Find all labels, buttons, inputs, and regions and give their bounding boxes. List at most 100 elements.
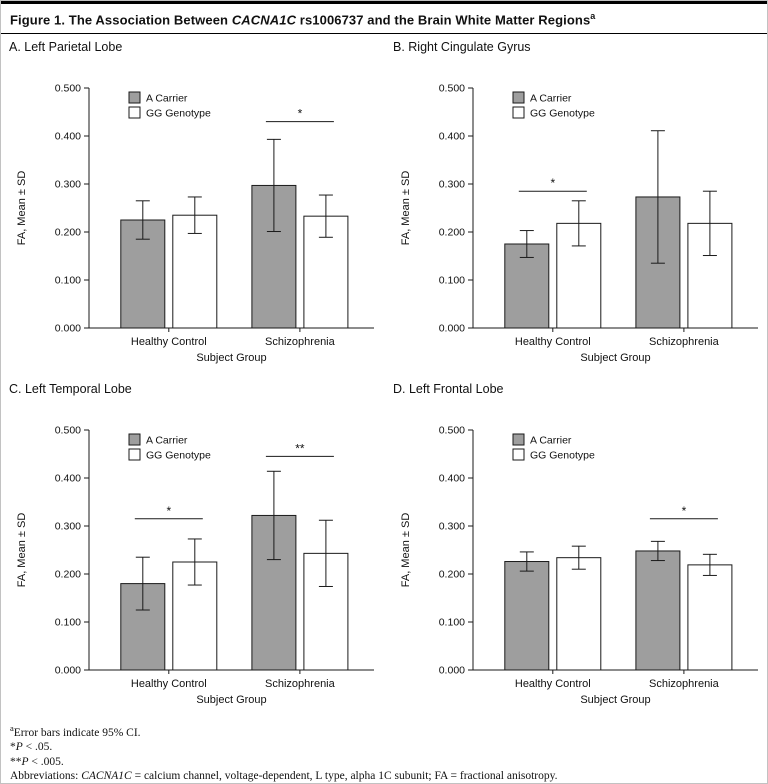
error-bar: [519, 551, 534, 572]
footnote-p005: **P < .005.: [10, 755, 758, 769]
error-bar: [702, 554, 717, 577]
footnote-p005-p: P: [21, 755, 29, 768]
x-axis-title: Subject Group: [580, 694, 650, 706]
figure-title-superscript: a: [590, 11, 596, 21]
x-category-label: Healthy Control: [131, 678, 207, 690]
figure-title: Figure 1. The Association Between CACNA1…: [1, 1, 767, 35]
y-axis-title: FA, Mean ± SD: [400, 513, 412, 588]
y-tick-label: 0.300: [439, 179, 465, 191]
footnote-ci-superscript: a: [10, 723, 14, 734]
y-tick-label: 0.100: [55, 617, 81, 629]
error-bar: [650, 541, 665, 562]
legend-swatch: [512, 91, 525, 104]
x-category-label: Schizophrenia: [265, 336, 336, 348]
legend-label: A Carrier: [530, 93, 572, 105]
panel-title-c: C. Left Temporal Lobe: [9, 382, 132, 397]
figure-title-gene: CACNA1C: [231, 12, 297, 28]
bar-chart-left-temporal: 0.000 0.100 0.200 0.300 0.400 0.500 * ** Healthy…: [9, 400, 385, 716]
error-bar: [187, 538, 202, 586]
legend-label: A Carrier: [146, 435, 188, 447]
y-tick-label: 0.500: [55, 83, 81, 95]
legend-swatch: [128, 448, 141, 461]
legend-swatch: [512, 106, 525, 119]
bar: [687, 564, 733, 671]
legend-label: A Carrier: [530, 435, 572, 447]
significance-label: *: [550, 177, 555, 191]
footnote-abbreviations: Abbreviations: CACNA1C = calcium channel…: [10, 769, 758, 783]
footnote-abbr-label: Abbreviations:: [10, 769, 82, 782]
footnote-ci-text: Error bars indicate 95% CI.: [13, 727, 141, 740]
legend-label: GG Genotype: [530, 108, 595, 120]
panel-title-d: D. Left Frontal Lobe: [393, 382, 504, 397]
footnote-p005-star: **: [10, 755, 22, 768]
x-category-label: Schizophrenia: [649, 678, 720, 690]
legend-label: GG Genotype: [146, 450, 211, 462]
legend-swatch: [128, 91, 141, 104]
error-bar: [318, 194, 333, 239]
error-bar: [266, 471, 281, 561]
significance-label: *: [682, 504, 687, 518]
y-tick-label: 0.000: [439, 323, 465, 335]
y-tick-label: 0.200: [439, 569, 465, 581]
panel-title-b: B. Right Cingulate Gyrus: [393, 40, 531, 55]
bar-chart-right-cingulate: 0.000 0.100 0.200 0.300 0.400 0.500 * Healthy C…: [393, 58, 767, 374]
y-axis-title: FA, Mean ± SD: [16, 513, 28, 588]
error-bar: [135, 200, 150, 241]
error-bar: [187, 196, 202, 235]
error-bar: [650, 130, 665, 265]
y-tick-label: 0.100: [439, 275, 465, 287]
bar: [556, 557, 602, 671]
x-category-label: Schizophrenia: [649, 336, 720, 348]
bar: [504, 561, 550, 671]
figure-title-prefix: Figure 1. The Association Between: [10, 12, 232, 28]
significance-label: *: [298, 107, 303, 121]
significance-label: *: [166, 504, 171, 518]
legend-label: GG Genotype: [146, 108, 211, 120]
y-axis-title: FA, Mean ± SD: [16, 171, 28, 246]
error-bar: [571, 545, 586, 571]
y-tick-label: 0.300: [439, 521, 465, 533]
y-tick-label: 0.500: [55, 425, 81, 437]
legend-swatch: [512, 433, 525, 446]
y-axis-title: FA, Mean ± SD: [400, 171, 412, 246]
y-tick-label: 0.400: [55, 473, 81, 485]
y-tick-label: 0.500: [439, 83, 465, 95]
y-tick-label: 0.400: [55, 131, 81, 143]
x-category-label: Healthy Control: [131, 336, 207, 348]
footnotes: aError bars indicate 95% CI. *P < .05. *…: [1, 718, 767, 783]
chart-panel-right-cingulate: B. Right Cingulate Gyrus 0.000 0.100 0.200…: [385, 34, 767, 376]
legend-swatch: [128, 106, 141, 119]
bar: [251, 185, 297, 329]
bar: [635, 550, 681, 671]
charts-grid: A. Left Parietal Lobe 0.000 0.100 0.200 0.3…: [1, 34, 767, 718]
legend-label: A Carrier: [146, 93, 188, 105]
error-bar: [519, 230, 534, 259]
footnote-p005-rest: < .005.: [28, 755, 64, 768]
figure-title-suffix: rs1006737 and the Brain White Matter Reg…: [296, 12, 591, 28]
error-bar: [266, 139, 281, 233]
footnote-abbr-gene: CACNA1C: [81, 769, 132, 782]
bar-chart-left-parietal: 0.000 0.100 0.200 0.300 0.400 0.500 * Healthy C…: [9, 58, 385, 374]
y-tick-label: 0.200: [55, 569, 81, 581]
chart-panel-left-temporal: C. Left Temporal Lobe 0.000 0.100 0.200 0.3…: [1, 376, 385, 718]
x-category-label: Schizophrenia: [265, 678, 336, 690]
y-tick-label: 0.500: [439, 425, 465, 437]
footnote-abbr-rest: = calcium channel, voltage-dependent, L …: [131, 769, 558, 782]
x-axis-title: Subject Group: [196, 694, 266, 706]
y-tick-label: 0.000: [55, 323, 81, 335]
y-tick-label: 0.400: [439, 473, 465, 485]
y-tick-label: 0.300: [55, 179, 81, 191]
x-axis-title: Subject Group: [196, 352, 266, 364]
panel-title-a: A. Left Parietal Lobe: [9, 40, 123, 55]
y-tick-label: 0.200: [55, 227, 81, 239]
y-tick-label: 0.100: [439, 617, 465, 629]
x-category-label: Healthy Control: [515, 678, 591, 690]
footnote-ci: aError bars indicate 95% CI.: [10, 723, 758, 740]
error-bar: [318, 520, 333, 588]
x-axis-title: Subject Group: [580, 352, 650, 364]
legend-swatch: [128, 433, 141, 446]
legend-label: GG Genotype: [530, 450, 595, 462]
footnote-p05-star: *: [10, 741, 16, 754]
y-tick-label: 0.000: [55, 665, 81, 677]
